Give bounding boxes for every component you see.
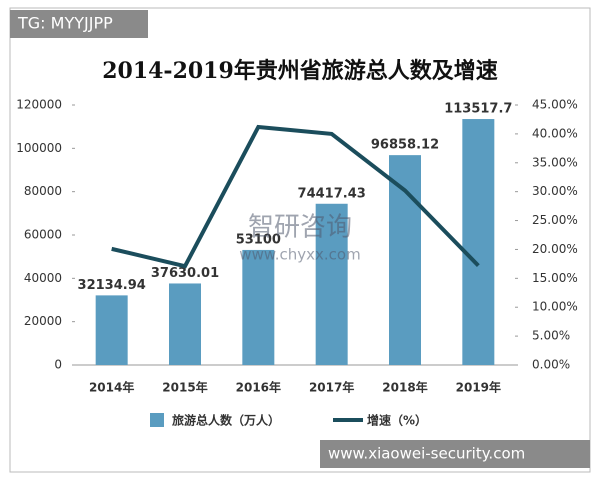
data-label: 96858.12: [371, 138, 439, 153]
bar: [242, 249, 275, 365]
y2-tick-label: 45.00%: [532, 98, 578, 112]
x-tick-label: 2018年: [382, 380, 427, 395]
watermark: www.xiaowei-security.com: [328, 445, 525, 463]
x-tick-label: 2016年: [236, 380, 281, 395]
watermark: www.chyxx.com: [239, 246, 360, 264]
watermark: 智研咨询: [248, 213, 352, 243]
line: [111, 124, 480, 269]
bar: [95, 295, 128, 365]
y2-tick-label: 25.00%: [532, 213, 578, 227]
y2-tick-label: 35.00%: [532, 155, 578, 169]
y-tick-label: 40000: [24, 271, 62, 285]
bar: [389, 155, 421, 365]
y2-tick-label: 30.00%: [532, 184, 578, 198]
x-tick-label: 2017年: [309, 380, 354, 395]
legend-swatch: [150, 413, 164, 427]
y2-tick-label: 10.00%: [532, 300, 578, 314]
data-label: 53100: [236, 232, 281, 247]
data-label: 32134.94: [78, 278, 146, 293]
legend-label: 旅游总人数（万人）: [172, 413, 280, 428]
x-tick-label: 2014年: [89, 380, 134, 395]
chart-title: 2014-2019年贵州省旅游总人数及增速: [102, 58, 498, 84]
y2-tick-label: 20.00%: [532, 242, 578, 256]
bar: [462, 119, 495, 365]
bar: [315, 203, 348, 365]
data-label: 74417.43: [298, 186, 366, 201]
x-tick-label: 2015年: [162, 380, 207, 395]
y2-tick-label: 15.00%: [532, 271, 578, 285]
y2-tick-label: 0.00%: [532, 358, 570, 372]
x-tick-label: 2019年: [456, 380, 501, 395]
watermark-box: [10, 10, 148, 38]
watermark-box: [320, 440, 590, 468]
y-tick-label: 80000: [24, 184, 62, 198]
y-tick-label: 100000: [16, 141, 62, 155]
data-label: 113517.7: [444, 102, 512, 117]
y-tick-label: 60000: [24, 228, 62, 242]
y2-tick-label: 5.00%: [532, 329, 570, 343]
y-tick-label: 0: [54, 358, 62, 372]
y2-tick-label: 40.00%: [532, 126, 578, 140]
bar: [169, 283, 201, 365]
y-tick-label: 20000: [24, 314, 62, 328]
data-label: 37630.01: [151, 266, 219, 281]
legend-label: 增速（%）: [367, 413, 427, 428]
watermark: TG: MYYJJPP: [17, 14, 113, 33]
y-tick-label: 120000: [16, 98, 62, 112]
